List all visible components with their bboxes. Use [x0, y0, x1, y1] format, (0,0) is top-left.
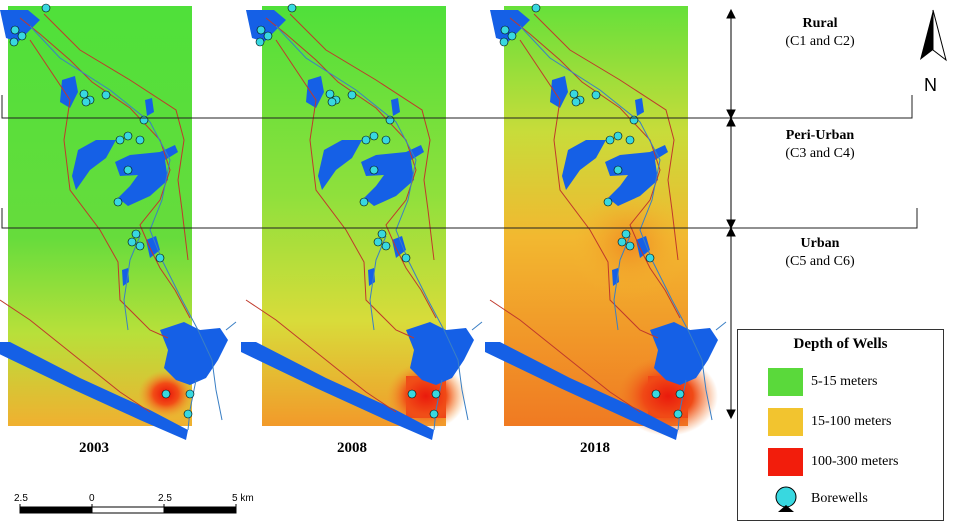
- legend-item-deep: 100-300 meters: [738, 448, 943, 476]
- scale-tick-2: 0: [89, 493, 95, 504]
- north-label: N: [924, 75, 937, 95]
- legend-item-borewells: Borewells: [738, 485, 943, 513]
- zone-peri-urban: Peri-Urban (C3 and C4): [755, 128, 885, 162]
- zone-rural: Rural (C1 and C2): [755, 16, 885, 50]
- zone-divider-peri-urban: [1, 208, 918, 229]
- map-panel-2003: [0, 3, 237, 441]
- zone-urban-sub: (C5 and C6): [785, 254, 855, 269]
- legend-label-shallow: 5-15 meters: [811, 374, 878, 389]
- legend-label-deep: 100-300 meters: [811, 454, 899, 469]
- legend-swatch-medium: [768, 408, 803, 436]
- year-label-2008: 2008: [337, 440, 367, 456]
- legend-label-borewells: Borewells: [811, 491, 868, 506]
- scale-bar: [19, 504, 237, 514]
- map-panel-2008: [240, 3, 483, 441]
- legend-label-medium: 15-100 meters: [811, 414, 892, 429]
- legend-title: Depth of Wells: [793, 336, 888, 352]
- zone-urban-name: Urban: [800, 236, 840, 251]
- zone-peri-urban-sub: (C3 and C4): [785, 146, 855, 161]
- legend-swatch-shallow: [768, 368, 803, 396]
- legend: Depth of Wells 5-15 meters 15-100 meters…: [737, 329, 944, 521]
- zone-rural-sub: (C1 and C2): [785, 34, 855, 49]
- map-panel-2018: [484, 3, 727, 441]
- zone-peri-urban-name: Peri-Urban: [785, 128, 855, 143]
- legend-item-medium: 15-100 meters: [738, 408, 943, 436]
- zone-divider-rural-peri: [1, 95, 913, 119]
- legend-swatch-deep: [768, 448, 803, 476]
- scale-tick-1: 2.5: [14, 493, 28, 504]
- zone-extent-arrow: [726, 8, 736, 420]
- year-label-2018: 2018: [580, 440, 610, 456]
- north-arrow-icon: [920, 9, 947, 62]
- borewell-icon: [775, 486, 797, 512]
- scale-tick-4: 5 km: [232, 493, 254, 504]
- legend-item-shallow: 5-15 meters: [738, 368, 943, 396]
- year-label-2003: 2003: [79, 440, 109, 456]
- zone-rural-name: Rural: [802, 16, 838, 31]
- zone-urban: Urban (C5 and C6): [755, 236, 885, 270]
- scale-tick-3: 2.5: [158, 493, 172, 504]
